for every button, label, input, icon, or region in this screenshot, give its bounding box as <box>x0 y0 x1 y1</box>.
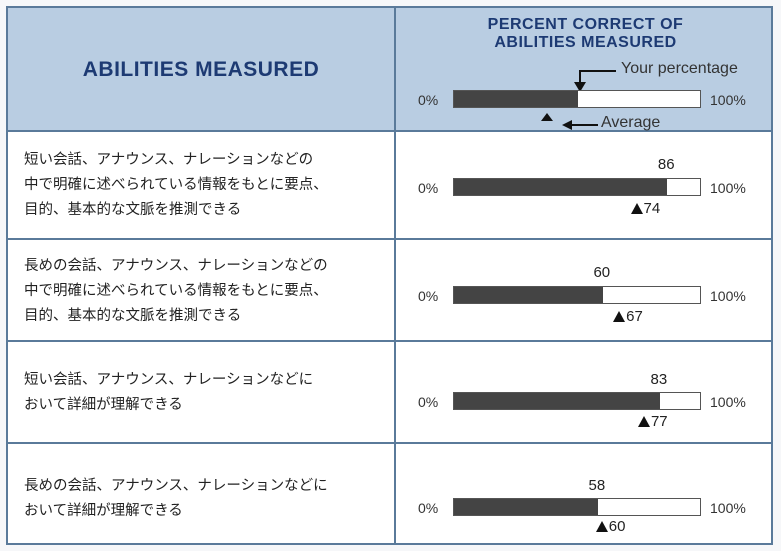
your-percentage-pointer-icon <box>579 70 616 84</box>
your-percentage-arrowhead-icon <box>574 82 586 92</box>
average-marker-icon <box>541 113 553 121</box>
average-score-value: 67 <box>626 308 643 325</box>
your-score-value: 58 <box>588 477 606 494</box>
table-header: ABILITIES MEASURED PERCENT CORRECT OF AB… <box>8 8 771 132</box>
average-arrowhead-icon <box>562 120 572 130</box>
score-bar <box>453 392 701 410</box>
ability-description: 短い会話、アナウンス、ナレーションなどの 中で明確に述べられている情報をもとに要… <box>24 148 394 223</box>
your-score-value: 60 <box>593 264 611 281</box>
hundred-label: 100% <box>710 288 746 304</box>
average-score-value: 77 <box>650 413 668 430</box>
ability-description: 長めの会話、アナウンス、ナレーションなどの 中で明確に述べられている情報をもとに… <box>24 254 394 329</box>
ability-line: 長めの会話、アナウンス、ナレーションなどの <box>24 258 328 274</box>
average-score-value: 74 <box>643 200 661 217</box>
ability-line: おいて詳細が理解できる <box>24 503 183 519</box>
your-score-fill <box>454 393 660 409</box>
legend-hundred-label: 100% <box>710 92 746 108</box>
column-divider <box>394 8 396 543</box>
score-bar <box>453 286 701 304</box>
average-score-marker: 60 <box>595 518 626 535</box>
table-row: 長めの会話、アナウンス、ナレーションなどに おいて詳細が理解できる 0% 100… <box>8 444 771 547</box>
average-triangle-icon <box>637 416 650 427</box>
score-bar <box>453 178 701 196</box>
ability-line: 中で明確に述べられている情報をもとに要点、 <box>24 177 328 193</box>
hundred-label: 100% <box>710 180 746 196</box>
percent-header: PERCENT CORRECT OF ABILITIES MEASURED <box>396 16 775 52</box>
your-score-fill <box>454 499 598 515</box>
table-row: 短い会話、アナウンス、ナレーションなどの 中で明確に述べられている情報をもとに要… <box>8 132 771 240</box>
percent-header-line2: ABILITIES MEASURED <box>494 34 677 51</box>
ability-line: おいて詳細が理解できる <box>24 397 183 413</box>
average-score-marker: 74 <box>630 200 661 217</box>
your-score-fill <box>454 179 668 195</box>
ability-line: 短い会話、アナウンス、ナレーションなどの <box>24 152 314 168</box>
average-triangle-icon <box>613 311 626 322</box>
zero-label: 0% <box>418 394 439 410</box>
zero-label: 0% <box>418 180 439 196</box>
average-score-marker: 67 <box>613 308 643 325</box>
ability-line: 短い会話、アナウンス、ナレーションなどに <box>24 372 314 388</box>
average-score-marker: 77 <box>637 413 668 430</box>
legend-sample-fill <box>454 91 578 107</box>
average-triangle-icon <box>595 521 608 532</box>
scores-table: ABILITIES MEASURED PERCENT CORRECT OF AB… <box>6 6 773 545</box>
legend-your-percentage-label: Your percentage <box>621 60 738 77</box>
legend-sample-bar <box>453 90 701 108</box>
percent-header-line1: PERCENT CORRECT OF <box>487 16 684 33</box>
ability-description: 長めの会話、アナウンス、ナレーションなどに おいて詳細が理解できる <box>24 474 394 524</box>
zero-label: 0% <box>418 288 439 304</box>
legend-arrows <box>541 70 616 130</box>
ability-line: 目的、基本的な文脈を推測できる <box>24 308 242 324</box>
legend-average-label: Average <box>601 114 661 131</box>
your-score-fill <box>454 287 603 303</box>
hundred-label: 100% <box>710 500 746 516</box>
your-score-value: 86 <box>657 156 675 173</box>
hundred-label: 100% <box>710 394 746 410</box>
average-score-value: 60 <box>608 518 626 535</box>
ability-description: 短い会話、アナウンス、ナレーションなどに おいて詳細が理解できる <box>24 368 394 418</box>
zero-label: 0% <box>418 500 439 516</box>
abilities-header: ABILITIES MEASURED <box>82 58 320 81</box>
table-row: 長めの会話、アナウンス、ナレーションなどの 中で明確に述べられている情報をもとに… <box>8 240 771 342</box>
ability-line: 中で明確に述べられている情報をもとに要点、 <box>24 283 328 299</box>
score-bar <box>453 498 701 516</box>
table-row: 短い会話、アナウンス、ナレーションなどに おいて詳細が理解できる 0% 100%… <box>8 342 771 444</box>
your-score-value: 83 <box>650 371 668 388</box>
legend-zero-label: 0% <box>418 92 439 108</box>
average-triangle-icon <box>630 203 643 214</box>
ability-line: 長めの会話、アナウンス、ナレーションなどに <box>24 478 328 494</box>
ability-line: 目的、基本的な文脈を推測できる <box>24 202 242 218</box>
